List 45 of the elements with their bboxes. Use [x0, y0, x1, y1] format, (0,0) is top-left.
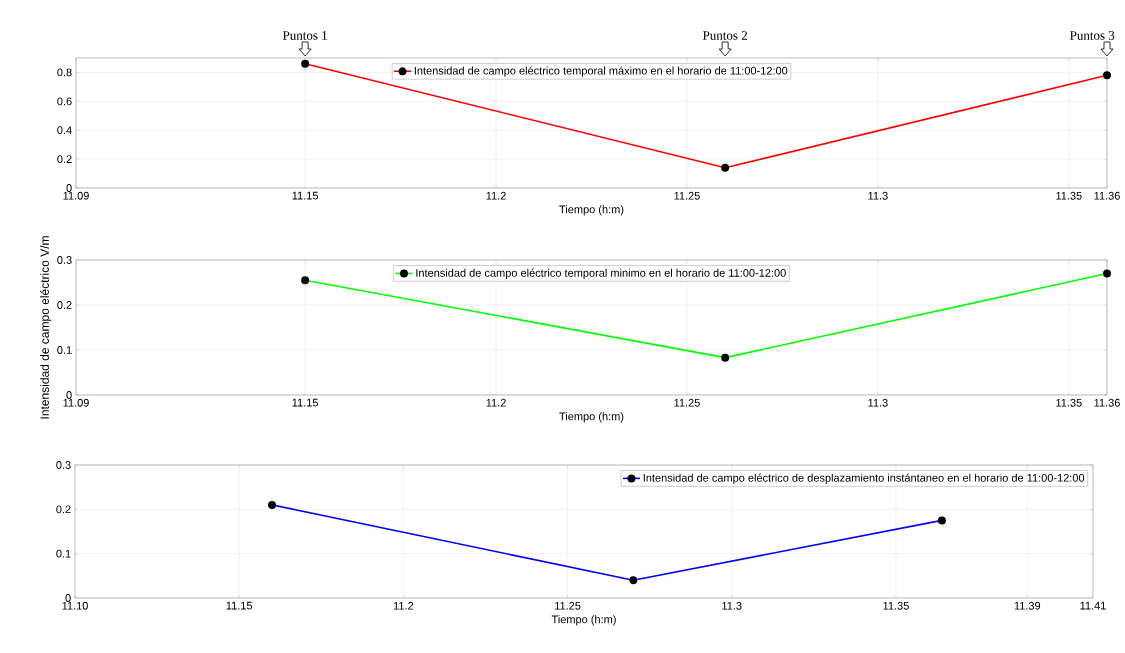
- x-tick-label: 11.3: [722, 601, 742, 610]
- x-tick-label: 11.15: [292, 191, 318, 200]
- y-tick-label: 0: [65, 594, 71, 602]
- text: Puntos 3: [1070, 31, 1115, 40]
- x-tick-label: 11.36: [1094, 398, 1120, 407]
- x-tick-label: 11.35: [883, 601, 909, 610]
- y-tick-label: 0.1: [56, 549, 71, 558]
- legend-label: Intensidad de campo eléctrico temporal máximo en el horario de 11:00-12:00: [414, 66, 788, 77]
- x-tick-label: 11.41: [1080, 601, 1106, 610]
- x-tick-label: 11.09: [63, 398, 89, 407]
- text: Puntos 1: [282, 31, 327, 40]
- x-tick-label: 11.2: [393, 601, 414, 610]
- legend-label: Intensidad de campo eléctrico temporal minimo en el horario de 11:00-12:00: [416, 268, 786, 279]
- x-tick-label: 11.15: [292, 398, 318, 407]
- x-tick-label: 11.35: [1056, 398, 1082, 407]
- x-tick-label: 11.2: [486, 191, 506, 200]
- x-tick-label: 11.25: [555, 601, 581, 610]
- y-tick-label: 0.6: [57, 97, 72, 106]
- x-tick-label: 11.39: [1014, 601, 1041, 610]
- y-tick-label: 0: [66, 391, 72, 399]
- y-tick-label: 0: [66, 184, 72, 192]
- y-tick-label: 0.2: [57, 301, 72, 309]
- x-tick-label: 11.09: [63, 191, 89, 200]
- x-axis-title: Tiempo (h:m): [551, 615, 616, 626]
- y-tick-label: 0.3: [56, 461, 71, 469]
- x-tick-label: 11.25: [674, 191, 700, 200]
- x-tick-label: 11.36: [1094, 191, 1120, 200]
- legend-label: Intensidad de campo eléctrico de desplazamiento instántaneo en el horario de 11:00-12:00: [643, 473, 1085, 484]
- y-tick-label: 0.1: [57, 346, 72, 354]
- y-tick-label: 0.2: [56, 505, 71, 514]
- y-axis-title: Intensidad de campo eléctrico V/m: [40, 236, 52, 419]
- x-tick-label: 11.35: [1056, 191, 1082, 200]
- text: Puntos 2: [702, 31, 748, 40]
- y-tick-label: 0.8: [57, 68, 72, 77]
- x-tick-label: 11.3: [868, 398, 888, 407]
- x-tick-label: 11.15: [226, 601, 253, 610]
- y-tick-label: 0.4: [57, 126, 72, 135]
- x-axis-title: Tiempo (h:m): [559, 205, 624, 216]
- y-tick-label: 0.3: [57, 256, 72, 264]
- x-tick-label: 11.10: [62, 601, 88, 610]
- x-axis-title: Tiempo (h:m): [559, 412, 624, 423]
- x-tick-label: 11.2: [486, 398, 506, 407]
- x-tick-label: 11.3: [868, 191, 888, 200]
- y-tick-label: 0.2: [57, 155, 72, 163]
- x-tick-label: 11.25: [674, 398, 700, 407]
